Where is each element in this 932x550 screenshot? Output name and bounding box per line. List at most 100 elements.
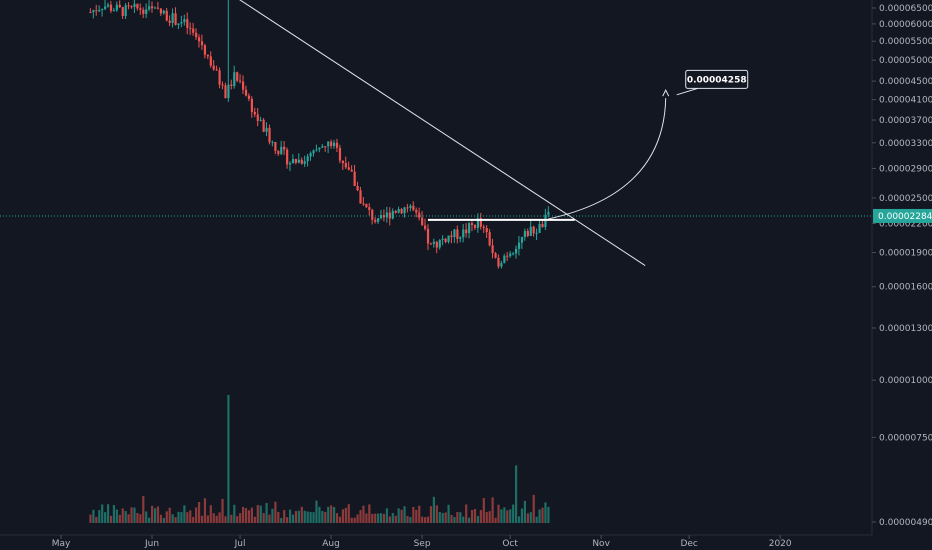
volume-bar (174, 517, 177, 523)
volume-bar (453, 517, 456, 523)
candle (506, 251, 509, 261)
last-price-label: 0.00002284 (878, 212, 932, 222)
descending-trendline[interactable] (234, 0, 646, 266)
candle (438, 239, 441, 250)
price-tick-label: 0.00001000 (879, 376, 932, 386)
volume-bar (297, 510, 300, 523)
candle (450, 231, 453, 244)
drawing-layer[interactable]: 0.00004258 (0, 0, 872, 266)
volume-bar (409, 517, 412, 523)
volume-bar (462, 516, 465, 523)
volume-bar (271, 508, 274, 523)
volume-bar (239, 513, 242, 523)
candle (362, 196, 365, 206)
callout-pointer (676, 87, 698, 96)
price-tick-label: 0.00001300 (879, 324, 932, 334)
candle (127, 2, 130, 10)
candle (294, 158, 298, 165)
target-callout-box[interactable] (685, 69, 749, 89)
candle (200, 34, 204, 50)
volume-bar (374, 513, 377, 523)
price-tick-label: 0.00001600 (879, 283, 932, 293)
candle (145, 3, 148, 19)
candle (115, 1, 118, 12)
volume-bar (321, 511, 324, 523)
volume-bar (139, 514, 142, 523)
candle (206, 54, 209, 60)
candle (312, 149, 315, 157)
volume-bar (101, 504, 104, 523)
volume-bar (224, 516, 227, 523)
volume-bar (109, 515, 113, 523)
candle (482, 224, 485, 233)
candle (470, 220, 474, 232)
price-tick-label: 0.00001900 (879, 249, 932, 259)
volume-bar (180, 512, 183, 523)
candle (106, 2, 110, 8)
volume-bar (368, 504, 371, 523)
candle (330, 139, 333, 149)
candle (515, 245, 518, 259)
candle (538, 219, 541, 234)
candle (265, 122, 268, 137)
volume-bar (382, 513, 386, 523)
candle (333, 139, 336, 149)
volume-bar (130, 507, 133, 523)
volume-bar (470, 510, 474, 523)
candle (415, 207, 418, 218)
volume-bar (242, 506, 245, 523)
candle (306, 153, 309, 167)
candle-layer (89, 0, 550, 269)
candle (271, 140, 274, 147)
volume-bar (509, 509, 512, 523)
candle (385, 206, 389, 223)
candle (447, 235, 450, 244)
volume-bar (432, 496, 436, 523)
candle (391, 208, 394, 220)
volume-bar (121, 508, 124, 523)
candle (197, 34, 201, 48)
volume-bar (529, 512, 532, 523)
volume-bar (485, 512, 488, 523)
volume-bar (421, 516, 424, 523)
volume-bar (506, 510, 509, 523)
volume-bar (412, 506, 415, 523)
volume-bar (189, 510, 192, 523)
volume-bar (153, 508, 157, 523)
candle (318, 147, 321, 153)
volume-bar (306, 511, 309, 523)
volume-bar (523, 500, 527, 523)
candle (356, 181, 359, 192)
price-axis[interactable]: 0.00006500 0.00006000 0.00005500 0.00005000… (871, 0, 932, 550)
candle (379, 209, 383, 220)
volume-bar (415, 509, 418, 523)
time-tick-label: Jul (234, 539, 246, 549)
volume-bar (500, 509, 503, 523)
volume-layer (89, 395, 550, 523)
volume-bar (388, 516, 391, 523)
candle (532, 225, 535, 237)
volume-bar (520, 508, 524, 523)
candle (406, 203, 409, 213)
candle (350, 165, 353, 172)
candle (168, 15, 171, 27)
volume-bar (303, 510, 306, 523)
projection-curve[interactable] (548, 98, 667, 220)
volume-bar (385, 508, 389, 523)
time-tick-label: Dec (680, 539, 697, 549)
candle (547, 206, 550, 218)
volume-bar (324, 511, 327, 523)
candle (156, 1, 160, 10)
volume-bar (503, 507, 506, 523)
volume-bar (491, 497, 494, 523)
candle (435, 240, 438, 254)
volume-bar (151, 505, 154, 523)
candle (177, 23, 180, 30)
time-axis[interactable]: May Jun Jul Aug Sep Oct Nov Dec 2020 (0, 534, 872, 549)
volume-bar (424, 517, 427, 523)
volume-bar (171, 514, 174, 523)
volume-bar (218, 512, 221, 523)
candle (130, 5, 133, 9)
volume-bar (465, 504, 468, 523)
